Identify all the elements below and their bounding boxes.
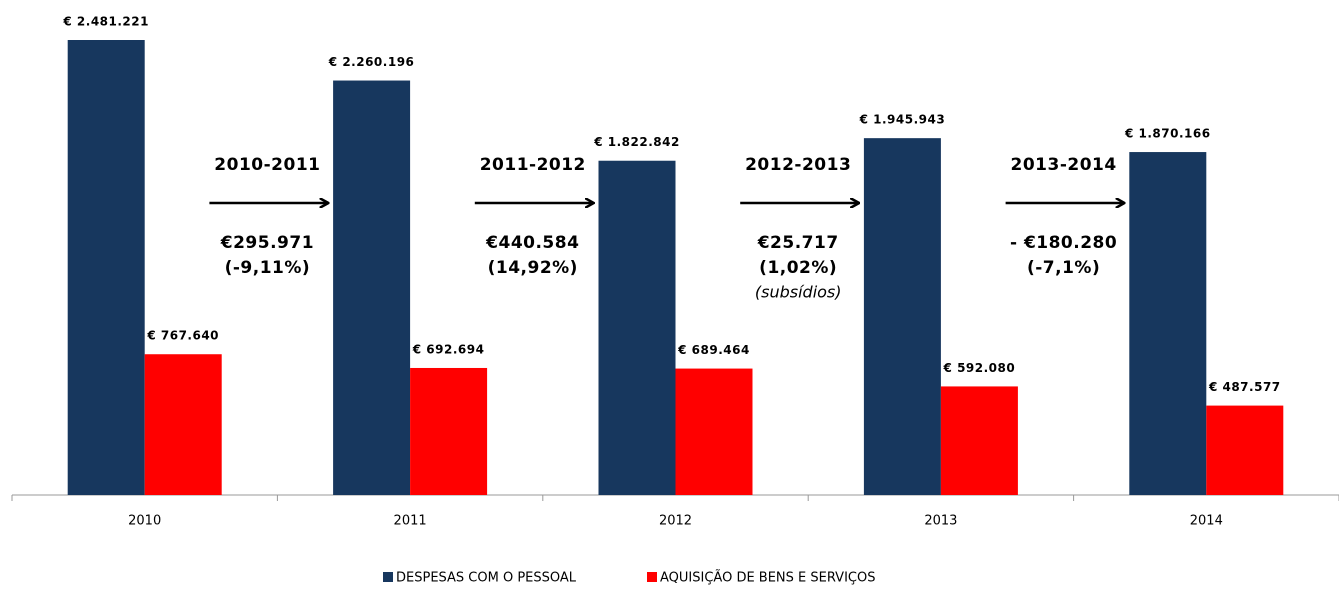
value-label: € 2.481.221 [62,15,149,29]
legend-swatch [647,572,657,582]
bar [144,354,222,495]
x-tick-label: 2012 [659,514,692,529]
annotation-change: (-7,1%) [1027,258,1100,278]
annotation-change: (14,92%) [488,258,578,278]
annotation-amount: - €180.280 [1010,233,1117,253]
value-label: € 1.822.842 [593,135,680,149]
value-label: € 1.870.166 [1124,127,1211,141]
annotation-change: (1,02%) [759,258,837,278]
annotation-period: 2011-2012 [480,155,586,175]
annotation-change: (-9,11%) [225,258,311,278]
annotation-period: 2012-2013 [745,155,851,175]
value-label: € 592.080 [943,361,1016,375]
bar [1129,152,1207,495]
x-tick-label: 2010 [128,514,161,529]
value-label: € 2.260.196 [328,55,415,69]
annotation-period: 2013-2014 [1011,155,1117,175]
value-label: € 1.945.943 [859,113,946,127]
legend-label: DESPESAS COM O PESSOAL [396,571,577,586]
annotation-period: 2010-2011 [214,155,320,175]
value-label: € 767.640 [146,329,219,343]
legend-swatch [383,572,393,582]
value-label: € 689.464 [677,343,750,357]
bar [333,80,411,495]
legend-label: AQUISIÇÃO DE BENS E SERVIÇOS [660,570,875,586]
bar [598,160,676,495]
annotation-amount: €25.717 [757,233,839,253]
bar [1206,405,1284,495]
x-tick-label: 2011 [394,514,427,529]
bar [940,386,1018,495]
x-tick-label: 2013 [924,514,957,529]
bar [675,368,753,495]
annotation-amount: €440.584 [485,233,579,253]
bar [67,40,145,495]
bar [863,138,941,496]
annotation-amount: €295.971 [220,233,314,253]
value-label: € 692.694 [412,342,485,356]
annotation-note: (subsídios) [755,283,842,302]
x-tick-label: 2014 [1190,514,1223,529]
bar [410,367,488,495]
value-label: € 487.577 [1208,380,1281,394]
